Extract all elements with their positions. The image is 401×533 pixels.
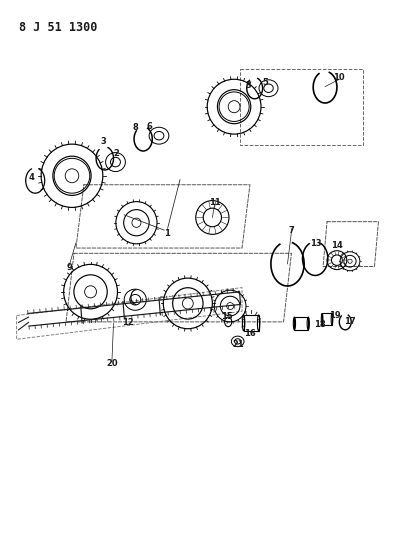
Text: 13: 13 [310,239,321,248]
Text: 20: 20 [106,359,118,368]
Text: 10: 10 [334,73,345,82]
Text: 4: 4 [28,173,34,182]
Text: 21: 21 [233,340,244,349]
Text: 17: 17 [344,317,356,326]
Bar [322,313,332,325]
Text: 9: 9 [66,263,72,272]
Text: 7: 7 [289,226,295,235]
Text: 8 J 51 1300: 8 J 51 1300 [18,21,97,34]
Text: 16: 16 [244,329,255,338]
Bar [243,315,259,331]
Text: 14: 14 [332,241,343,250]
Text: 3: 3 [245,81,251,90]
Text: 8: 8 [133,123,138,132]
Text: 6: 6 [147,122,153,131]
Text: 12: 12 [122,318,134,327]
Text: 11: 11 [209,198,221,207]
Text: 3: 3 [101,137,107,146]
Text: 18: 18 [314,320,326,329]
Text: 2: 2 [113,149,119,158]
Text: 1: 1 [164,229,170,238]
Text: 19: 19 [329,311,341,320]
Bar [294,317,308,330]
Text: 5: 5 [263,78,269,87]
Text: 15: 15 [221,312,233,321]
